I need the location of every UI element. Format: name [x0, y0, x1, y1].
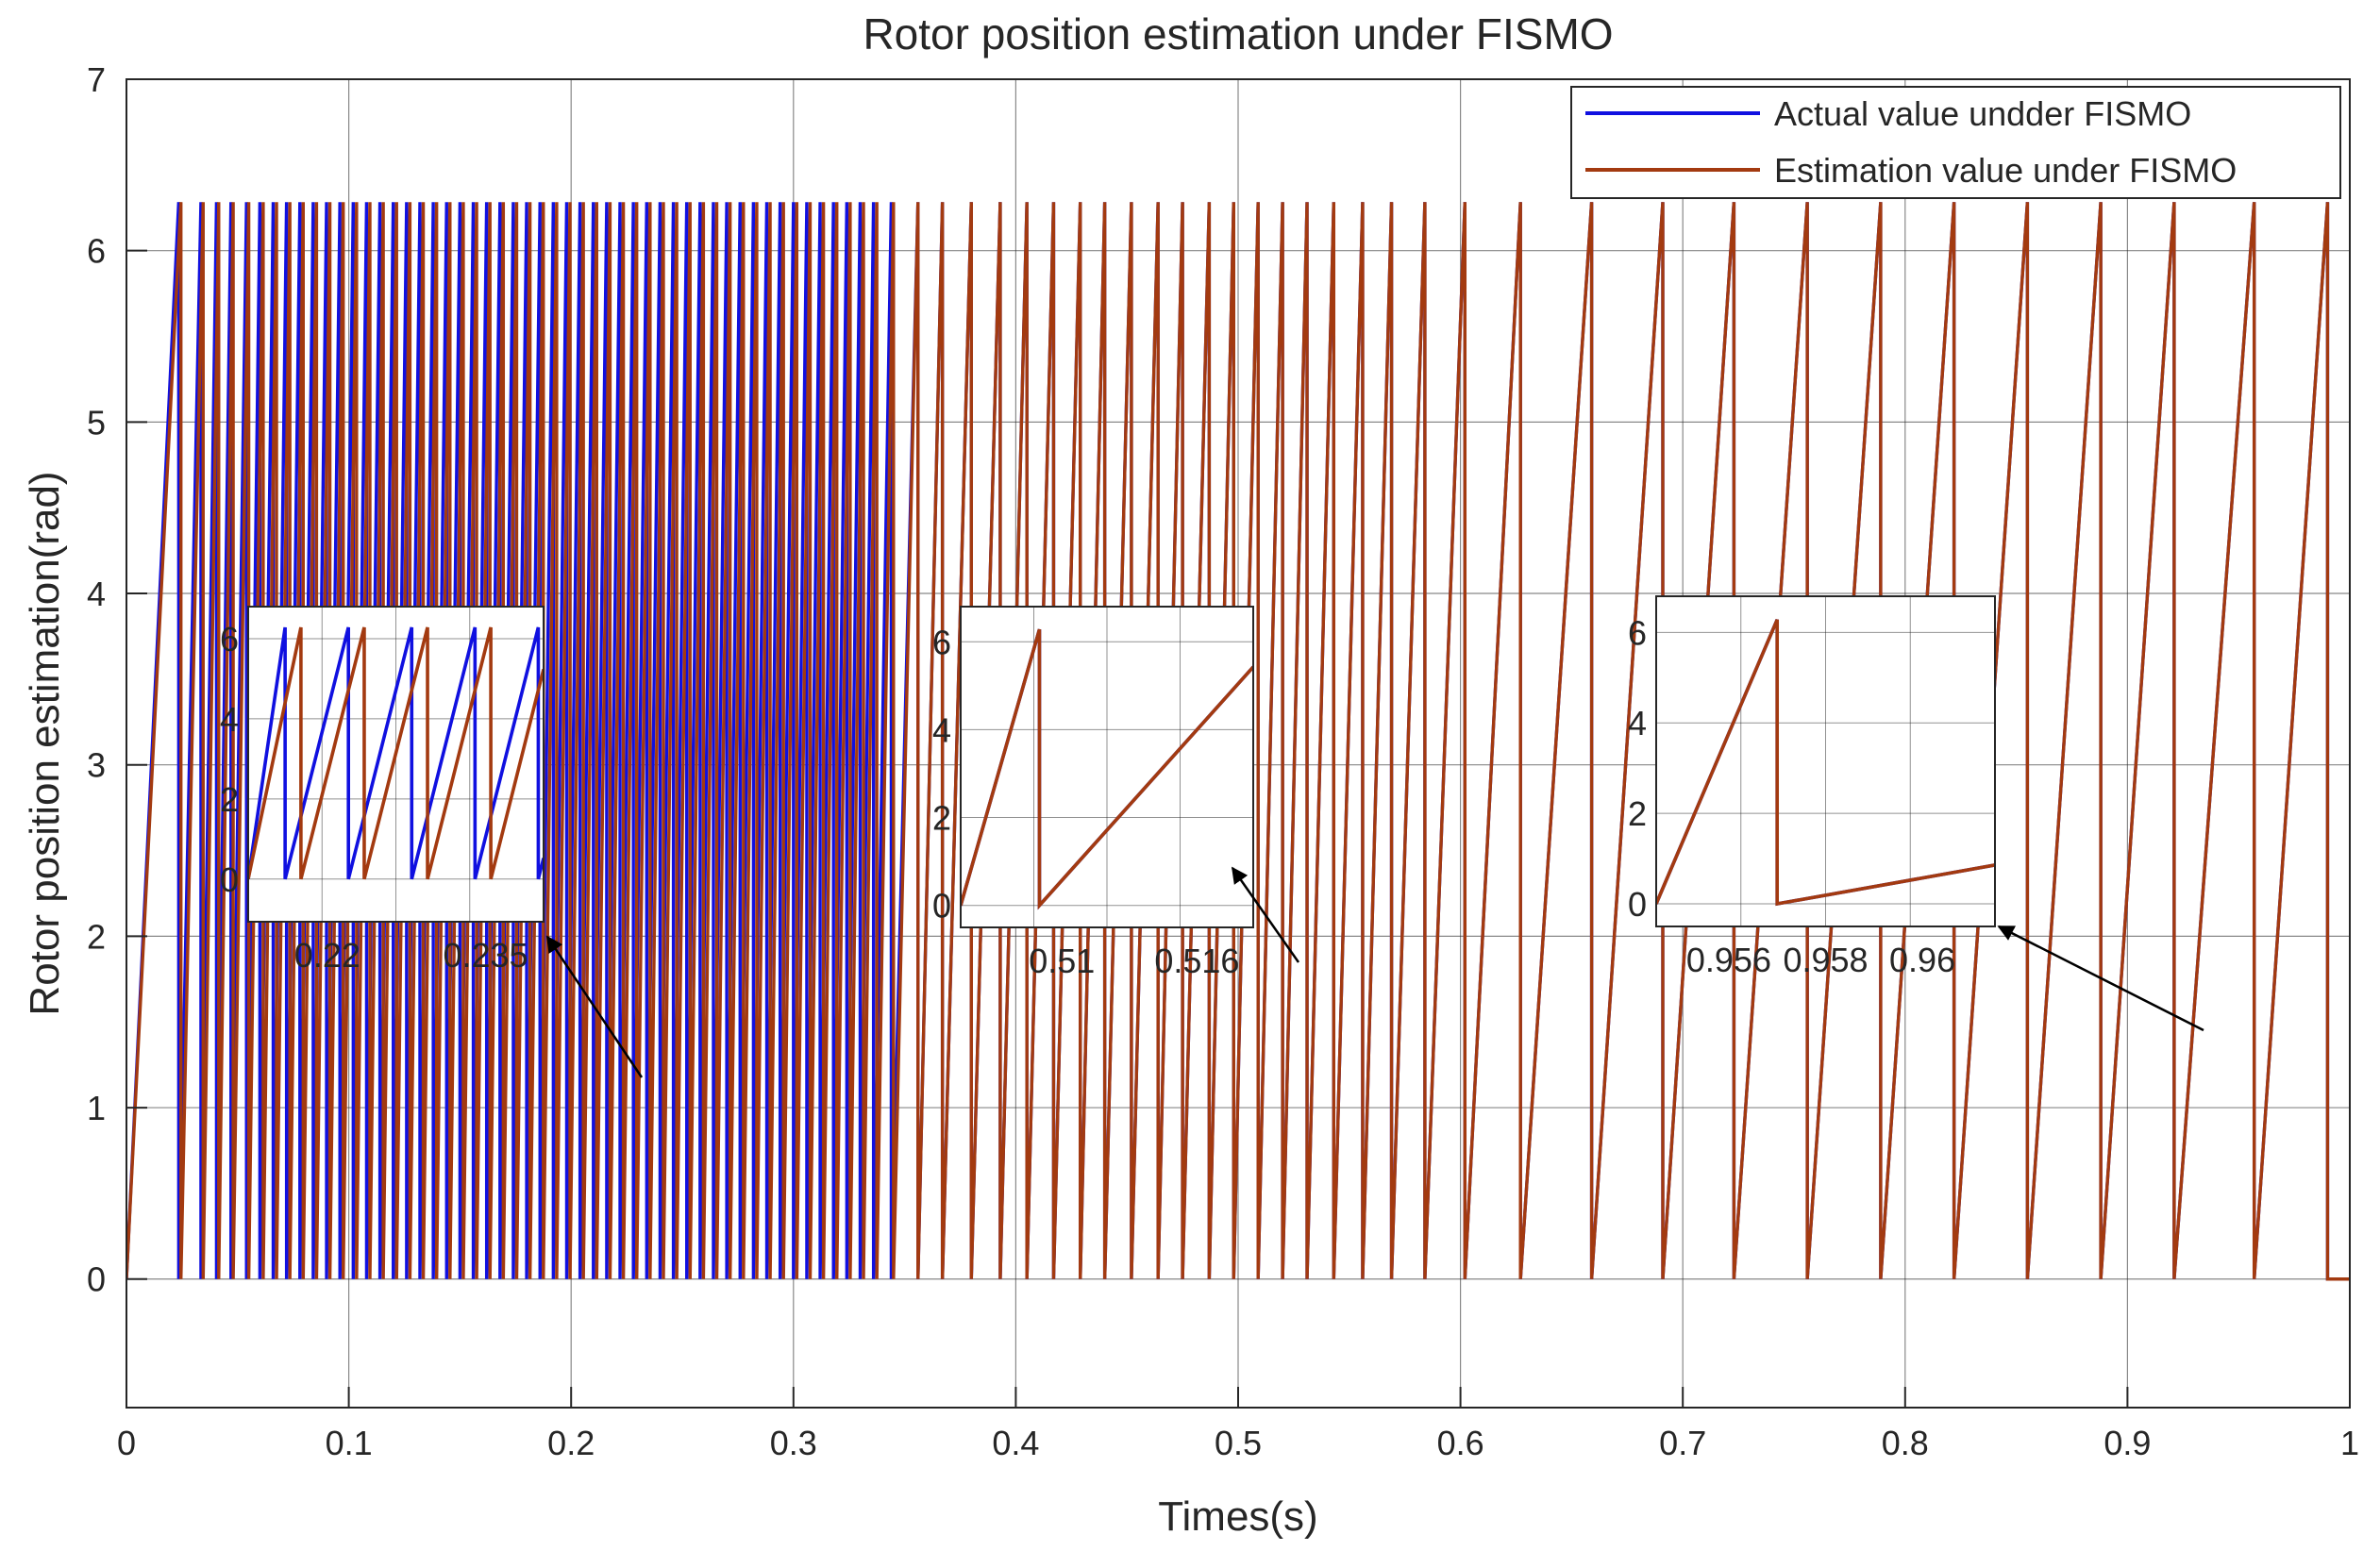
series-line-actual-inset — [248, 626, 544, 880]
y-tick-label: 1 — [87, 1089, 106, 1127]
x-tick-label: 0.3 — [770, 1424, 817, 1462]
x-tick-label: 0.1 — [326, 1424, 373, 1462]
main-ticks: 0 0.1 0.2 0.3 0.4 0.5 0.6 0.7 0.8 0.9 1 0 1 2 3 4 5 6 7 — [87, 60, 2359, 1462]
inset-x-tick-label: 0.958 — [1783, 941, 1868, 979]
x-tick-label: 0.2 — [547, 1424, 595, 1462]
inset-x-tick-label: 0.516 — [1154, 942, 1239, 980]
inset-series — [248, 626, 544, 880]
inset-series — [1656, 619, 1995, 907]
inset-y-tick-label: 6 — [932, 623, 951, 661]
arrow-to-inset-2 — [1231, 866, 1300, 963]
arrow-to-inset-3 — [1997, 925, 2204, 1032]
x-axis-label: Times(s) — [1158, 1493, 1317, 1540]
series-line-estimation-inset — [248, 626, 544, 880]
insets: 0 2 4 6 0.22 0.235 0 2 4 6 0.51 0.516 0 2 4 6 0.956 0.958… — [220, 595, 1996, 980]
x-tick-label: 0.4 — [992, 1424, 1039, 1462]
inset-y-tick-label: 0 — [220, 860, 239, 899]
inset-frame — [1655, 595, 1996, 927]
inset-y-tick-label: 0 — [932, 887, 951, 926]
inset-frame — [960, 606, 1254, 928]
inset-frame — [247, 606, 545, 923]
inset-y-tick-label: 4 — [932, 710, 951, 749]
legend-box — [1570, 86, 2341, 199]
x-tick-label: 0.6 — [1437, 1424, 1484, 1462]
inset-x-tick-label: 0.96 — [1889, 941, 1955, 979]
chart-title: Rotor position estimation under FISMO — [863, 9, 1613, 58]
main-series — [126, 202, 2350, 1281]
series-line-estimation-inset — [1656, 619, 1995, 907]
y-tick-label: 7 — [87, 60, 106, 99]
inset-y-tick-label: 2 — [1628, 794, 1647, 833]
y-axis-label: Rotor position estimation(rad) — [22, 471, 68, 1015]
legend-label-estimation: Estimation value under FISMO — [1774, 151, 2237, 190]
inset-y-tick-label: 6 — [1628, 613, 1647, 652]
inset-x-tick-label: 0.51 — [1029, 942, 1095, 980]
inset-y-tick-label: 4 — [1628, 704, 1647, 742]
x-tick-label: 0 — [117, 1424, 136, 1462]
y-tick-label: 6 — [87, 232, 106, 271]
inset-y-tick-label: 4 — [220, 700, 239, 739]
inset-series — [961, 628, 1253, 910]
inset-zoom-1: 0 2 4 6 0.22 0.235 — [220, 606, 545, 975]
x-tick-label: 1 — [2340, 1424, 2359, 1462]
series-line-estimation-inset — [961, 628, 1253, 910]
y-tick-label: 4 — [87, 575, 106, 613]
x-tick-label: 0.8 — [1882, 1424, 1929, 1462]
inset-y-tick-label: 0 — [1628, 885, 1647, 924]
x-tick-label: 0.7 — [1659, 1424, 1706, 1462]
inset-y-tick-label: 2 — [932, 799, 951, 838]
annotation-arrows — [545, 866, 2204, 1078]
arrow-to-inset-1 — [545, 935, 644, 1078]
inset-grid — [1656, 596, 1995, 926]
inset-zoom-3: 0 2 4 6 0.956 0.958 0.96 — [1628, 595, 1996, 979]
inset-y-tick-label: 2 — [220, 780, 239, 819]
y-tick-label: 0 — [87, 1260, 106, 1299]
legend-label-actual: Actual value undder FISMO — [1774, 94, 2191, 133]
legend: Actual value undder FISMO Estimation val… — [1570, 86, 2341, 199]
x-tick-label: 0.5 — [1215, 1424, 1262, 1462]
inset-zoom-2: 0 2 4 6 0.51 0.516 — [932, 606, 1254, 980]
inset-x-tick-label: 0.235 — [443, 936, 528, 975]
inset-x-tick-label: 0.956 — [1686, 941, 1771, 979]
x-tick-label: 0.9 — [2103, 1424, 2151, 1462]
inset-y-tick-label: 6 — [220, 620, 239, 659]
inset-x-tick-label: 0.22 — [294, 936, 360, 975]
y-tick-label: 3 — [87, 746, 106, 785]
y-tick-label: 2 — [87, 917, 106, 956]
series-line-estimation — [126, 202, 2350, 1281]
y-tick-label: 5 — [87, 403, 106, 442]
